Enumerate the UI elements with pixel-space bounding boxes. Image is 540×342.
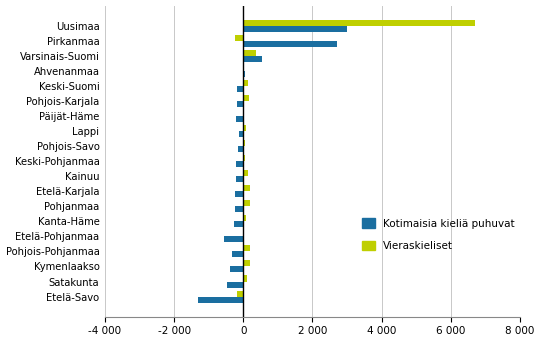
Bar: [227, 281, 243, 288]
Bar: [198, 297, 243, 303]
Bar: [243, 261, 249, 266]
Bar: [230, 266, 243, 273]
Bar: [243, 50, 256, 56]
Bar: [234, 221, 243, 227]
Bar: [237, 86, 243, 92]
Bar: [238, 146, 243, 152]
Bar: [235, 206, 243, 212]
Bar: [243, 20, 475, 26]
Bar: [243, 215, 246, 221]
Bar: [243, 26, 347, 32]
Bar: [237, 101, 243, 107]
Bar: [243, 56, 262, 62]
Bar: [243, 170, 248, 176]
Bar: [243, 41, 336, 47]
Bar: [243, 110, 244, 116]
Bar: [239, 131, 243, 137]
Bar: [243, 140, 245, 146]
Bar: [235, 116, 243, 122]
Bar: [243, 71, 245, 77]
Legend: Kotimaisia kieliä puhuvat, Vieraskieliset: Kotimaisia kieliä puhuvat, Vieraskielise…: [358, 214, 519, 255]
Bar: [224, 236, 243, 242]
Bar: [243, 155, 245, 161]
Bar: [243, 80, 248, 86]
Bar: [243, 246, 250, 251]
Bar: [232, 251, 243, 258]
Bar: [237, 161, 243, 167]
Bar: [243, 276, 247, 281]
Bar: [235, 35, 243, 41]
Bar: [243, 185, 250, 191]
Bar: [243, 200, 249, 206]
Bar: [235, 176, 243, 182]
Bar: [243, 95, 249, 101]
Bar: [237, 291, 243, 297]
Bar: [243, 125, 246, 131]
Bar: [243, 231, 244, 236]
Bar: [235, 191, 243, 197]
